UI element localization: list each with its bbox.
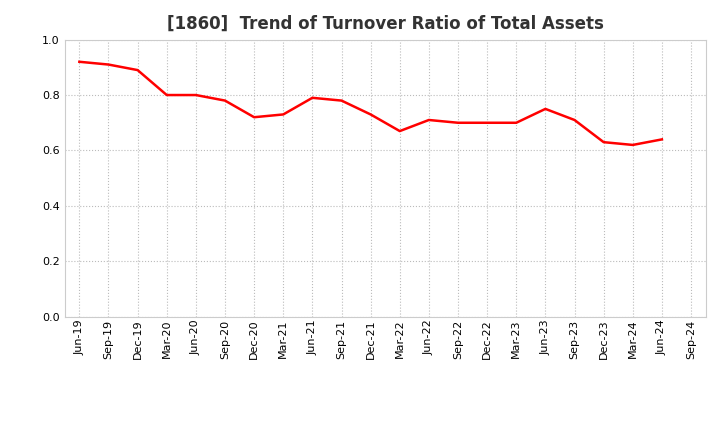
Title: [1860]  Trend of Turnover Ratio of Total Assets: [1860] Trend of Turnover Ratio of Total …: [167, 15, 603, 33]
